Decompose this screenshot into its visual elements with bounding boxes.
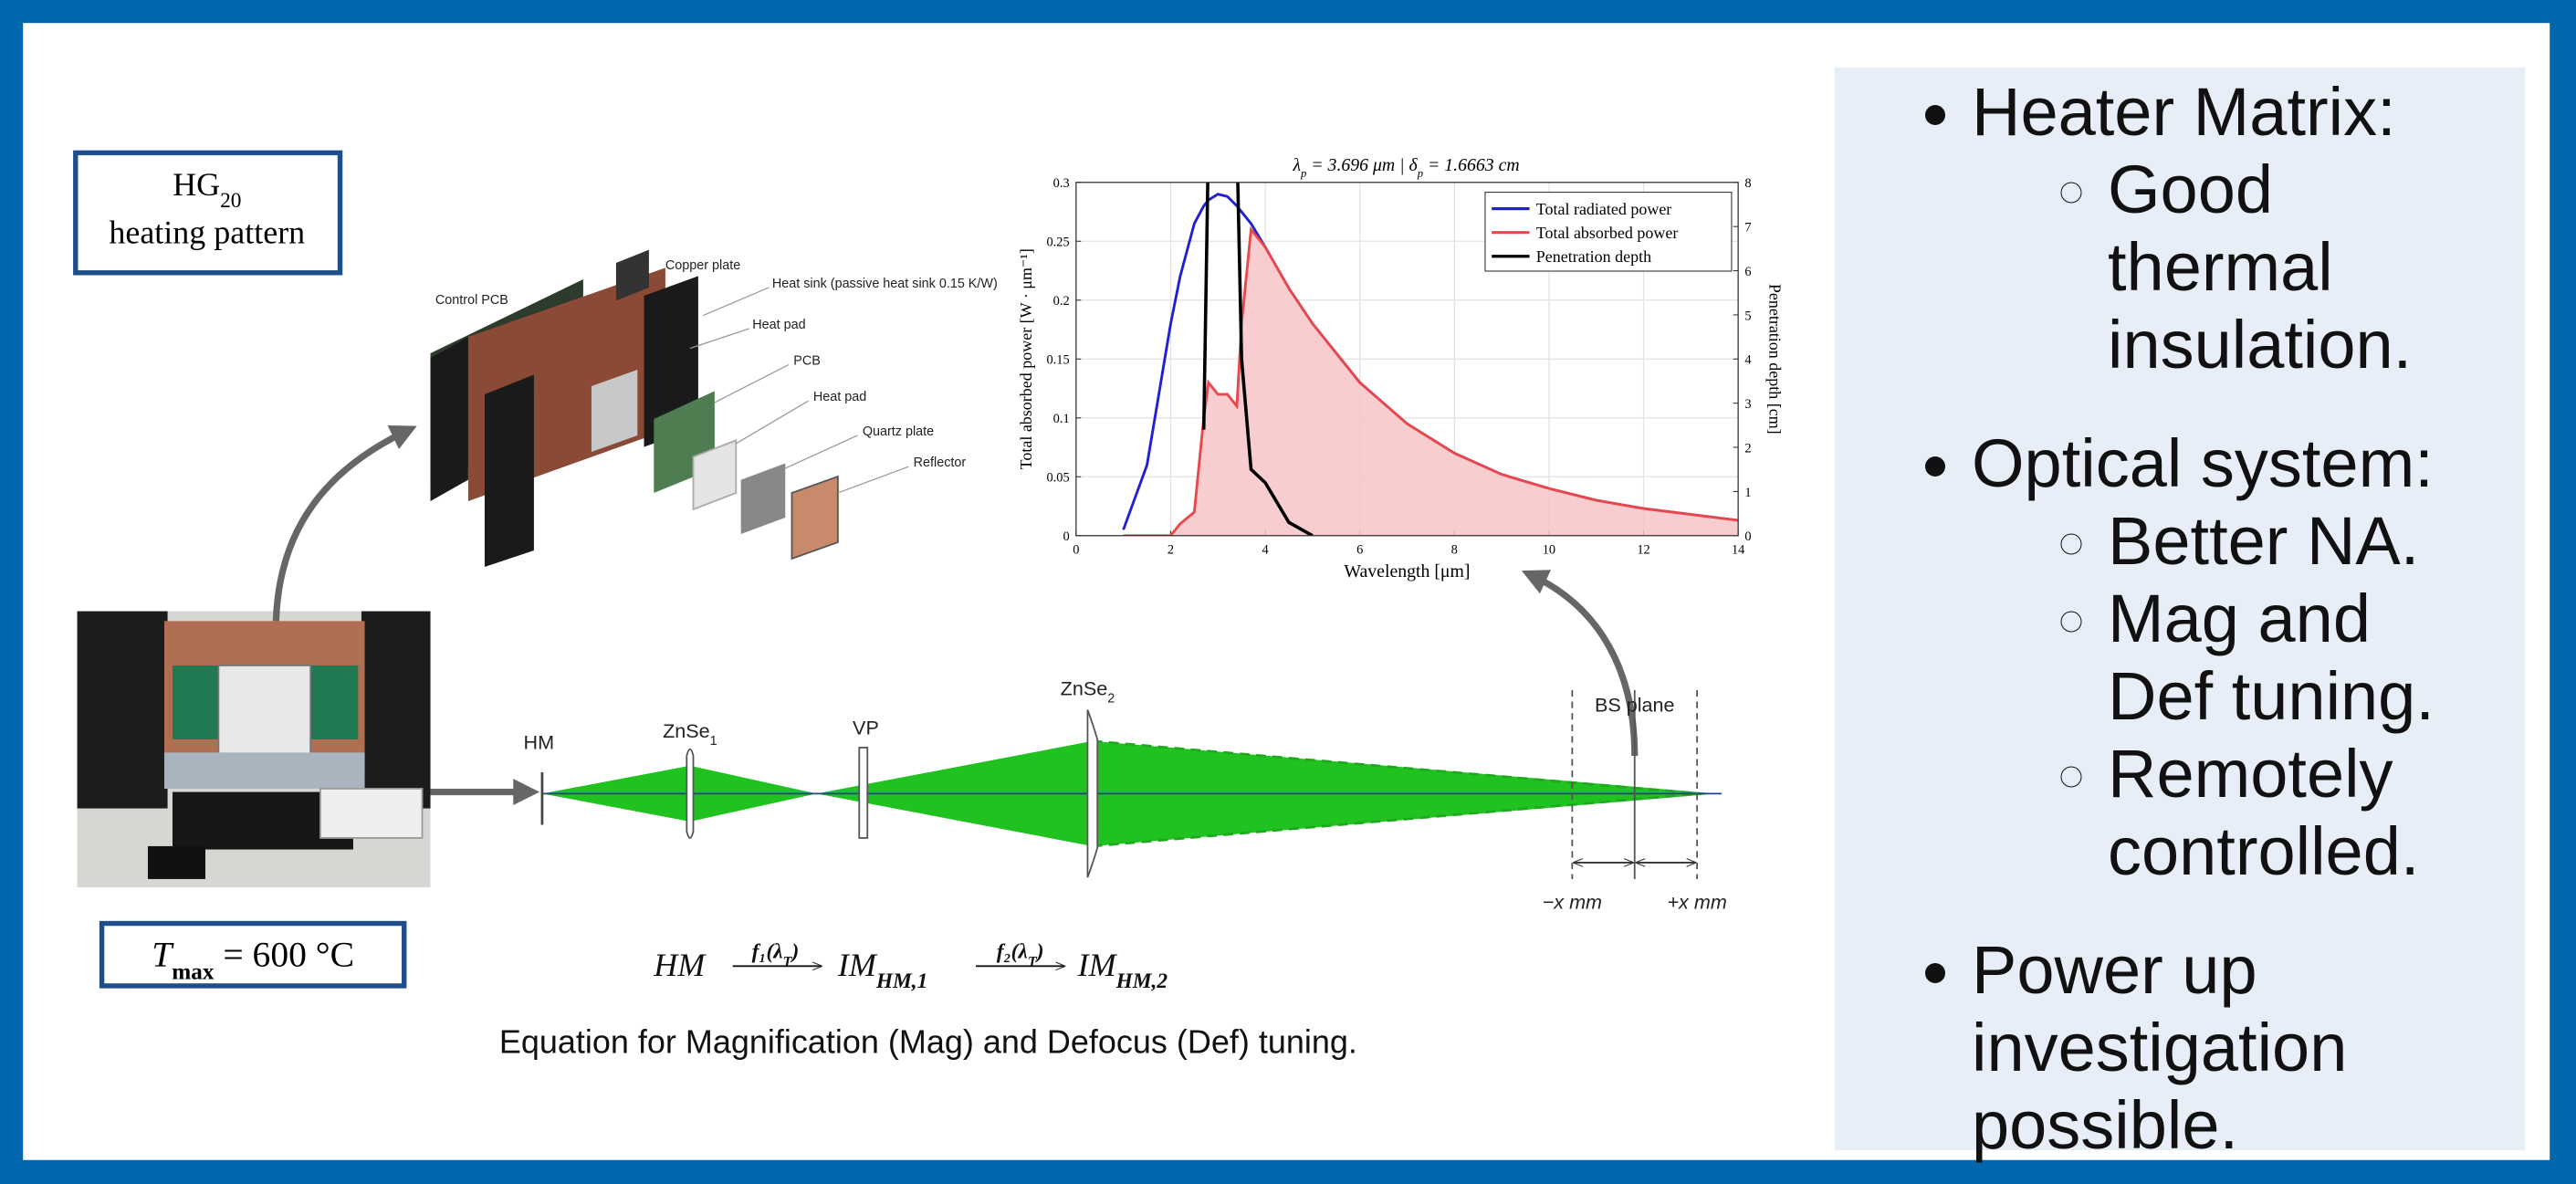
part-label: PCB [793, 354, 821, 369]
bullet-item: Power up investigation possible. [1972, 931, 2461, 1164]
part-label: Heat pad [752, 318, 805, 332]
lens-base: ZnSe [1061, 676, 1108, 699]
title-part: = 3.696 μm | δ [1306, 155, 1418, 175]
sub-bullet-item: Mag and Def tuning. [2108, 580, 2461, 735]
term-base: IM [837, 947, 878, 983]
heat-sink [485, 374, 534, 567]
y-tick-label: 0.2 [1053, 294, 1070, 309]
dimension-label: −x mm [1543, 890, 1602, 913]
arrow-base: f₂(λ [997, 939, 1028, 963]
caption: Equation for Magnification (Mag) and Def… [499, 1023, 1357, 1061]
arrow-end: ) [1035, 939, 1044, 963]
lens-base: ZnSe [663, 719, 710, 742]
heating-base: HG [173, 166, 220, 203]
title-part: λ [1292, 155, 1301, 175]
x-tick-label: 8 [1451, 543, 1458, 558]
title-sub: p [1417, 167, 1423, 180]
arrow-base: f₁(λ [752, 939, 783, 963]
equation-term: HM [653, 947, 707, 983]
bullet-text: Heater Matrix: [1972, 74, 2396, 150]
y2-tick-label: 6 [1744, 265, 1751, 279]
hm-label: HM [524, 731, 555, 754]
lens-sub: 2 [1107, 691, 1115, 706]
part-label: Quartz plate [863, 424, 934, 439]
x-tick-label: 6 [1356, 543, 1363, 558]
bullet-text: Optical system: [1972, 425, 2434, 501]
part-label: Copper plate [665, 258, 740, 273]
bullet-list: Heater Matrix:Good thermal insulation. Op… [1835, 73, 2461, 1164]
x-tick-label: 10 [1543, 543, 1555, 558]
temperature-sub: max [172, 959, 215, 984]
y2-tick-label: 4 [1744, 353, 1751, 368]
y2-tick-label: 3 [1744, 397, 1751, 412]
heat-sink [431, 337, 468, 501]
title-sub: p [1300, 167, 1306, 180]
viewport [859, 748, 867, 838]
title-part: = 1.6663 cm [1423, 155, 1520, 175]
bullet-text: Power up investigation possible. [1972, 932, 2347, 1163]
sub-bullet-item: Remotely controlled. [2108, 735, 2461, 890]
y2-tick-label: 5 [1744, 309, 1751, 323]
bs-plane-label: BS plane [1595, 693, 1675, 716]
photo [78, 612, 431, 887]
term-sub: HM,1 [875, 969, 927, 993]
part-label: Heat sink (passive heat sink 0.15 K/W) [772, 277, 998, 291]
y-tick-label: 0.1 [1053, 412, 1070, 426]
term-sub: HM,2 [1115, 969, 1168, 993]
x-tick-label: 14 [1732, 543, 1744, 558]
lens [1087, 710, 1097, 878]
term-base: IM [1077, 947, 1118, 983]
page: HG20 heating pattern Control PCB Copper … [0, 0, 2576, 1184]
heating-label-2: heating pattern [109, 214, 305, 250]
x-tick-label: 12 [1637, 543, 1649, 558]
y-tick-label: 0 [1063, 529, 1069, 544]
temperature-rest: = 600 °C [214, 934, 354, 974]
part-label: Control PCB [435, 293, 508, 308]
legend-label: Penetration depth [1536, 247, 1651, 266]
x-tick-label: 2 [1168, 543, 1174, 558]
part-label: Heat pad [813, 390, 866, 404]
lens-sub: 1 [710, 734, 717, 749]
y2-tick-label: 0 [1744, 529, 1751, 544]
x-tick-label: 4 [1262, 543, 1268, 558]
lens [686, 749, 693, 838]
sub-bullet-list: Good thermal insulation. [1972, 151, 2461, 383]
bullet-item: Optical system:Better NA.Mag and Def tun… [1972, 424, 2461, 890]
sub-bullet-item: Good thermal insulation. [2108, 151, 2461, 383]
vp-label: VP [853, 717, 879, 739]
dimension-label: +x mm [1667, 890, 1726, 913]
y2-axis-label: Penetration depth [cm] [1765, 284, 1784, 435]
y2-tick-label: 8 [1744, 176, 1751, 191]
x-axis-label: Wavelength [μm] [1344, 561, 1470, 582]
y-axis-label: Total absorbed power [W · μm⁻¹] [1017, 248, 1035, 469]
bullet-panel: Heater Matrix:Good thermal insulation. Op… [1835, 68, 2525, 1150]
y2-tick-label: 2 [1744, 441, 1751, 456]
legend-label: Total absorbed power [1536, 224, 1679, 242]
part-label: Reflector [914, 456, 967, 470]
heating-sub: 20 [220, 189, 241, 213]
y-tick-label: 0.25 [1046, 236, 1069, 250]
sub-bullet-list: Better NA.Mag and Def tuning.Remotely co… [1972, 502, 2461, 890]
bullet-item: Heater Matrix:Good thermal insulation. [1972, 73, 2461, 383]
y-tick-label: 0.3 [1053, 176, 1070, 191]
y2-tick-label: 7 [1744, 221, 1751, 236]
arrow-end: ) [791, 939, 800, 963]
y-tick-label: 0.05 [1046, 471, 1069, 486]
x-tick-label: 0 [1073, 543, 1079, 558]
y-tick-label: 0.15 [1046, 353, 1069, 368]
sub-bullet-item: Better NA. [2108, 502, 2461, 580]
y2-tick-label: 1 [1744, 486, 1751, 500]
legend-label: Total radiated power [1536, 200, 1672, 218]
